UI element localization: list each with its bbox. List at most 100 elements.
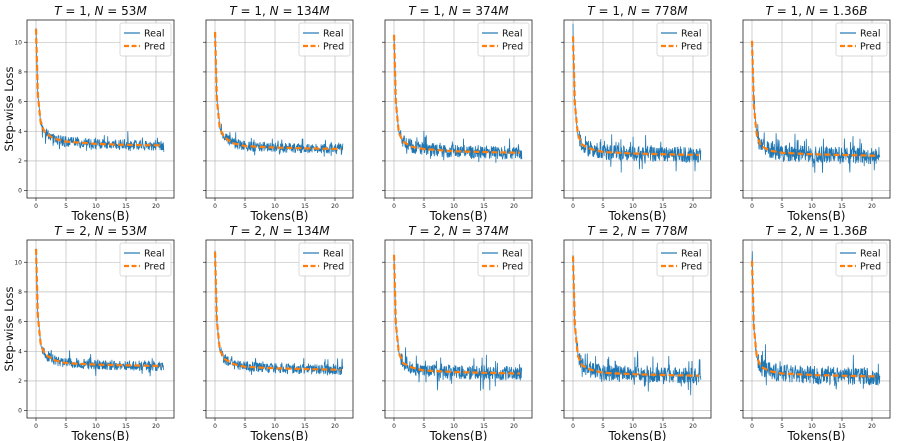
x-axis-label: Tokens(B): [429, 429, 488, 441]
legend-label-pred: Pred: [144, 261, 165, 272]
legend-label-pred: Pred: [144, 41, 165, 52]
y-tick-label: 8: [18, 69, 22, 76]
x-tick-label: 15: [480, 203, 488, 210]
legend-box: [656, 242, 709, 277]
legend-label-pred: Pred: [502, 261, 523, 272]
legend-label-real: Real: [860, 248, 880, 259]
legend: Real Pred: [835, 242, 888, 277]
y-axis-label: Step-wise Loss: [2, 67, 16, 152]
x-tick-label: 5: [601, 203, 605, 210]
legend: Real Pred: [477, 22, 530, 57]
x-axis-label: Tokens(B): [608, 209, 667, 223]
x-tick-label: 5: [422, 203, 426, 210]
series-real-line: [751, 251, 881, 390]
plot-frame: [742, 239, 891, 419]
legend: Real Pred: [298, 242, 351, 277]
x-tick-label: 5: [64, 423, 68, 430]
legend-label-real: Real: [323, 248, 343, 259]
subplot-9: T = 2, N = 778M 0 5 10 15 20 Tokens(B) Real Pred: [561, 224, 712, 441]
x-tick-label: 20: [331, 423, 339, 430]
legend: Real Pred: [119, 242, 172, 277]
x-tick-label: 20: [868, 423, 876, 430]
subplot-title: T = 1, N = 1.36B: [766, 4, 868, 18]
series-real-line: [572, 255, 702, 396]
series-pred-line: [213, 31, 342, 151]
series-pred-line: [34, 28, 162, 147]
x-axis-label: Tokens(B): [71, 209, 130, 223]
y-tick-label: 10: [14, 259, 22, 266]
x-tick-label: 5: [243, 203, 247, 210]
x-tick-label: 0: [750, 203, 754, 210]
legend-label-pred: Pred: [502, 41, 523, 52]
series-pred-line: [571, 36, 700, 157]
x-tick-label: 0: [571, 203, 575, 210]
x-tick-label: 20: [331, 203, 339, 210]
legend-label-pred: Pred: [860, 261, 881, 272]
x-tick-label: 20: [510, 203, 518, 210]
x-axis-label: Tokens(B): [71, 429, 130, 441]
subplot-10: T = 2, N = 1.36B 0 5 10 15 20 Tokens(B) Real Pre…: [740, 224, 891, 441]
x-tick-label: 0: [34, 203, 38, 210]
x-tick-label: 0: [392, 423, 396, 430]
subplot-3: T = 1, N = 374M 0 5 10 15 20 Tokens(B) Real Pred: [382, 4, 533, 223]
series-real-line: [751, 41, 881, 173]
series-pred-line: [392, 34, 521, 154]
y-tick-label: 4: [18, 128, 22, 135]
legend: Real Pred: [656, 22, 709, 57]
x-axis-label: Tokens(B): [250, 209, 309, 223]
plot-frame: [384, 19, 533, 199]
series-real-line: [393, 255, 523, 391]
plot-frame: [205, 19, 354, 199]
x-axis-label: Tokens(B): [429, 209, 488, 223]
x-tick-label: 20: [689, 203, 697, 210]
legend-label-real: Real: [144, 248, 164, 259]
legend-label-real: Real: [502, 28, 522, 39]
x-tick-label: 20: [152, 203, 160, 210]
x-axis-label: Tokens(B): [608, 429, 667, 441]
x-tick-label: 10: [450, 203, 458, 210]
x-tick-label: 15: [122, 423, 130, 430]
legend-box: [477, 22, 530, 57]
subplot-5: T = 1, N = 1.36B 0 5 10 15 20 Tokens(B) Real Pre…: [740, 4, 891, 223]
x-tick-label: 5: [243, 423, 247, 430]
plot-frame: [742, 19, 891, 199]
legend-box: [119, 22, 172, 57]
plot-frame: [205, 239, 354, 419]
legend-box: [835, 242, 888, 277]
x-tick-label: 0: [750, 423, 754, 430]
plot-frame: [384, 239, 533, 419]
x-tick-label: 10: [271, 423, 279, 430]
x-tick-label: 0: [571, 423, 575, 430]
y-tick-label: 6: [18, 99, 22, 106]
x-tick-label: 15: [838, 203, 846, 210]
x-tick-label: 0: [392, 203, 396, 210]
subplot-title: T = 1, N = 53M: [54, 4, 147, 18]
legend-box: [298, 242, 351, 277]
legend-label-real: Real: [681, 28, 701, 39]
y-tick-label: 10: [14, 39, 22, 46]
y-tick-label: 0: [18, 408, 22, 415]
x-tick-label: 15: [659, 203, 667, 210]
x-axis-label: Tokens(B): [787, 429, 846, 441]
x-tick-label: 10: [629, 203, 637, 210]
legend: Real Pred: [298, 22, 351, 57]
legend: Real Pred: [477, 242, 530, 277]
x-tick-label: 10: [271, 203, 279, 210]
x-tick-label: 15: [838, 423, 846, 430]
legend-label-pred: Pred: [323, 261, 344, 272]
x-tick-label: 20: [152, 423, 160, 430]
legend-box: [298, 22, 351, 57]
legend-label-real: Real: [681, 248, 701, 259]
plot-frame: [26, 239, 175, 419]
plot-frame: [563, 239, 712, 419]
series-real-line: [572, 23, 702, 173]
x-tick-label: 15: [301, 423, 309, 430]
x-tick-label: 5: [64, 203, 68, 210]
legend-box: [477, 242, 530, 277]
subplot-title: T = 2, N = 374M: [408, 224, 509, 238]
legend: Real Pred: [835, 22, 888, 57]
subplot-8: T = 2, N = 374M 0 5 10 15 20 Tokens(B) Real Pred: [382, 224, 533, 441]
